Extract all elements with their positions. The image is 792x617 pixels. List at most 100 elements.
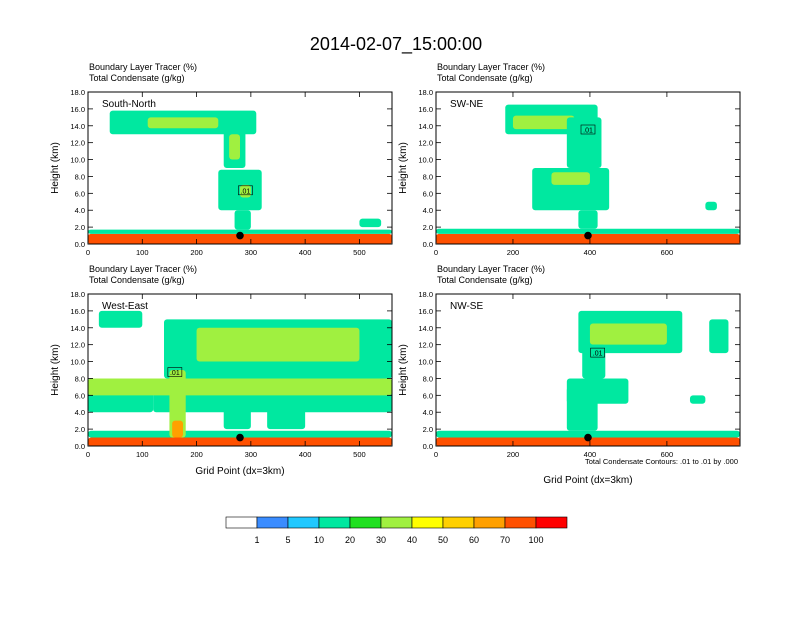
contour-note: Total Condensate Contours: .01 to .01 by…	[585, 457, 738, 466]
plot-sw-ne: .01 SW-NE 0.0 2.0 4.0 6.0 8.0 10.0 12.0 14.0 16.0 1…	[418, 88, 741, 257]
y-tick-label: 18.0	[418, 88, 433, 97]
y-axis-label: Height (km)	[398, 142, 409, 194]
y-tick-label: 18.0	[418, 290, 433, 299]
y-tick-label: 16.0	[418, 307, 433, 316]
tracer-region	[267, 403, 306, 430]
contour-label-box	[580, 124, 596, 135]
y-tick-label: 4.0	[423, 206, 433, 215]
x-tick-label: 100	[136, 248, 149, 257]
y-tick-label: 4.0	[75, 408, 85, 417]
panel-west-east: Boundary Layer Tracer (%) Total Condensa…	[50, 264, 393, 477]
colorbar-swatch	[256, 516, 289, 529]
y-tick-label: 2.0	[75, 223, 85, 232]
tracer-region	[532, 168, 610, 211]
contour-label: .01	[593, 351, 603, 358]
colorbar-label: 10	[314, 535, 324, 545]
contour-label-box	[167, 367, 183, 377]
panel-label-line1: Boundary Layer Tracer (%)	[89, 264, 197, 274]
y-tick-label: 18.0	[70, 88, 85, 97]
tracer-region	[566, 117, 602, 168]
tracer-region	[566, 378, 629, 404]
contour-label: .01	[241, 188, 251, 195]
y-tick-label: 12.0	[418, 139, 433, 148]
panel-sw-ne: Boundary Layer Tracer (%) Total Condensa…	[398, 62, 741, 257]
tracer-region	[359, 218, 382, 228]
panel-label-line2: Total Condensate (g/kg)	[89, 73, 185, 83]
panel-title: South-North	[102, 99, 156, 110]
tracer-region	[436, 228, 740, 234]
y-tick-label: 8.0	[423, 172, 433, 181]
y-axis-label: Height (km)	[50, 142, 61, 194]
y-tick-label: 4.0	[423, 408, 433, 417]
plot-south-north: .01 South-North 0.0 2.0 4.0 6.0 8.0 10.0 12.0 14.…	[70, 88, 393, 257]
colorbar-swatch	[318, 516, 351, 529]
tracer-region	[551, 172, 590, 185]
colorbar-swatch	[504, 516, 537, 529]
colorbar-swatch	[349, 516, 382, 529]
x-tick-label: 300	[245, 450, 258, 459]
y-tick-label: 12.0	[70, 341, 85, 350]
tracer-region	[582, 344, 606, 379]
colorbar-swatch	[473, 516, 506, 529]
tracer-region	[705, 201, 717, 211]
y-tick-label: 2.0	[75, 425, 85, 434]
colorbar-label: 5	[285, 535, 290, 545]
contour-label-box	[238, 185, 253, 196]
y-tick-label: 16.0	[70, 307, 85, 316]
y-tick-label: 14.0	[70, 122, 85, 131]
y-tick-label: 0.0	[75, 240, 85, 249]
x-tick-label: 500	[353, 450, 366, 459]
panel-label-line2: Total Condensate (g/kg)	[437, 73, 533, 83]
plot-frame	[87, 91, 393, 245]
tracer-region	[147, 117, 219, 129]
contour-label-box	[590, 347, 605, 358]
tracer-region	[578, 210, 598, 229]
x-tick-label: 100	[136, 450, 149, 459]
y-tick-label: 6.0	[75, 189, 85, 198]
x-tick-label: 200	[507, 450, 520, 459]
tracer-region	[589, 323, 667, 345]
plot-frame	[435, 91, 741, 245]
x-tick-label: 200	[190, 248, 203, 257]
x-tick-label: 400	[299, 248, 312, 257]
tracer-region	[172, 420, 183, 438]
colorbar-swatch	[380, 516, 413, 529]
y-tick-label: 14.0	[70, 324, 85, 333]
y-tick-label: 8.0	[75, 374, 85, 383]
tracer-region	[98, 310, 143, 328]
x-tick-label: 600	[661, 450, 674, 459]
plot-frame	[87, 293, 393, 447]
figure-title: 2014-02-07_15:00:00	[310, 34, 482, 55]
colorbar-label: 20	[345, 535, 355, 545]
y-tick-label: 14.0	[418, 324, 433, 333]
x-tick-label: 0	[86, 248, 90, 257]
y-tick-label: 6.0	[423, 391, 433, 400]
tracer-region	[436, 437, 740, 446]
x-tick-label: 0	[86, 450, 90, 459]
colorbar-label: 60	[469, 535, 479, 545]
y-tick-label: 12.0	[70, 139, 85, 148]
y-tick-label: 16.0	[418, 105, 433, 114]
tracer-region	[169, 370, 186, 438]
tracer-region	[689, 395, 706, 404]
y-axis-label: Height (km)	[398, 344, 409, 396]
colorbar-swatch	[442, 516, 475, 529]
tracer-region	[229, 134, 240, 160]
contour-label: .01	[583, 128, 593, 135]
tracer-region	[88, 378, 392, 396]
colorbar-label: 30	[376, 535, 386, 545]
x-tick-label: 300	[245, 248, 258, 257]
plot-frame	[435, 293, 741, 447]
panel-label-line2: Total Condensate (g/kg)	[89, 275, 185, 285]
y-axis-label: Height (km)	[50, 344, 61, 396]
location-marker	[584, 433, 592, 442]
panel-title: SW-NE	[450, 99, 483, 110]
tracer-region	[234, 210, 251, 230]
y-tick-label: 6.0	[423, 189, 433, 198]
x-tick-label: 200	[507, 248, 520, 257]
x-tick-label: 0	[434, 248, 438, 257]
y-tick-label: 10.0	[70, 358, 85, 367]
y-tick-label: 10.0	[70, 156, 85, 165]
y-tick-label: 10.0	[418, 156, 433, 165]
y-tick-label: 4.0	[75, 206, 85, 215]
